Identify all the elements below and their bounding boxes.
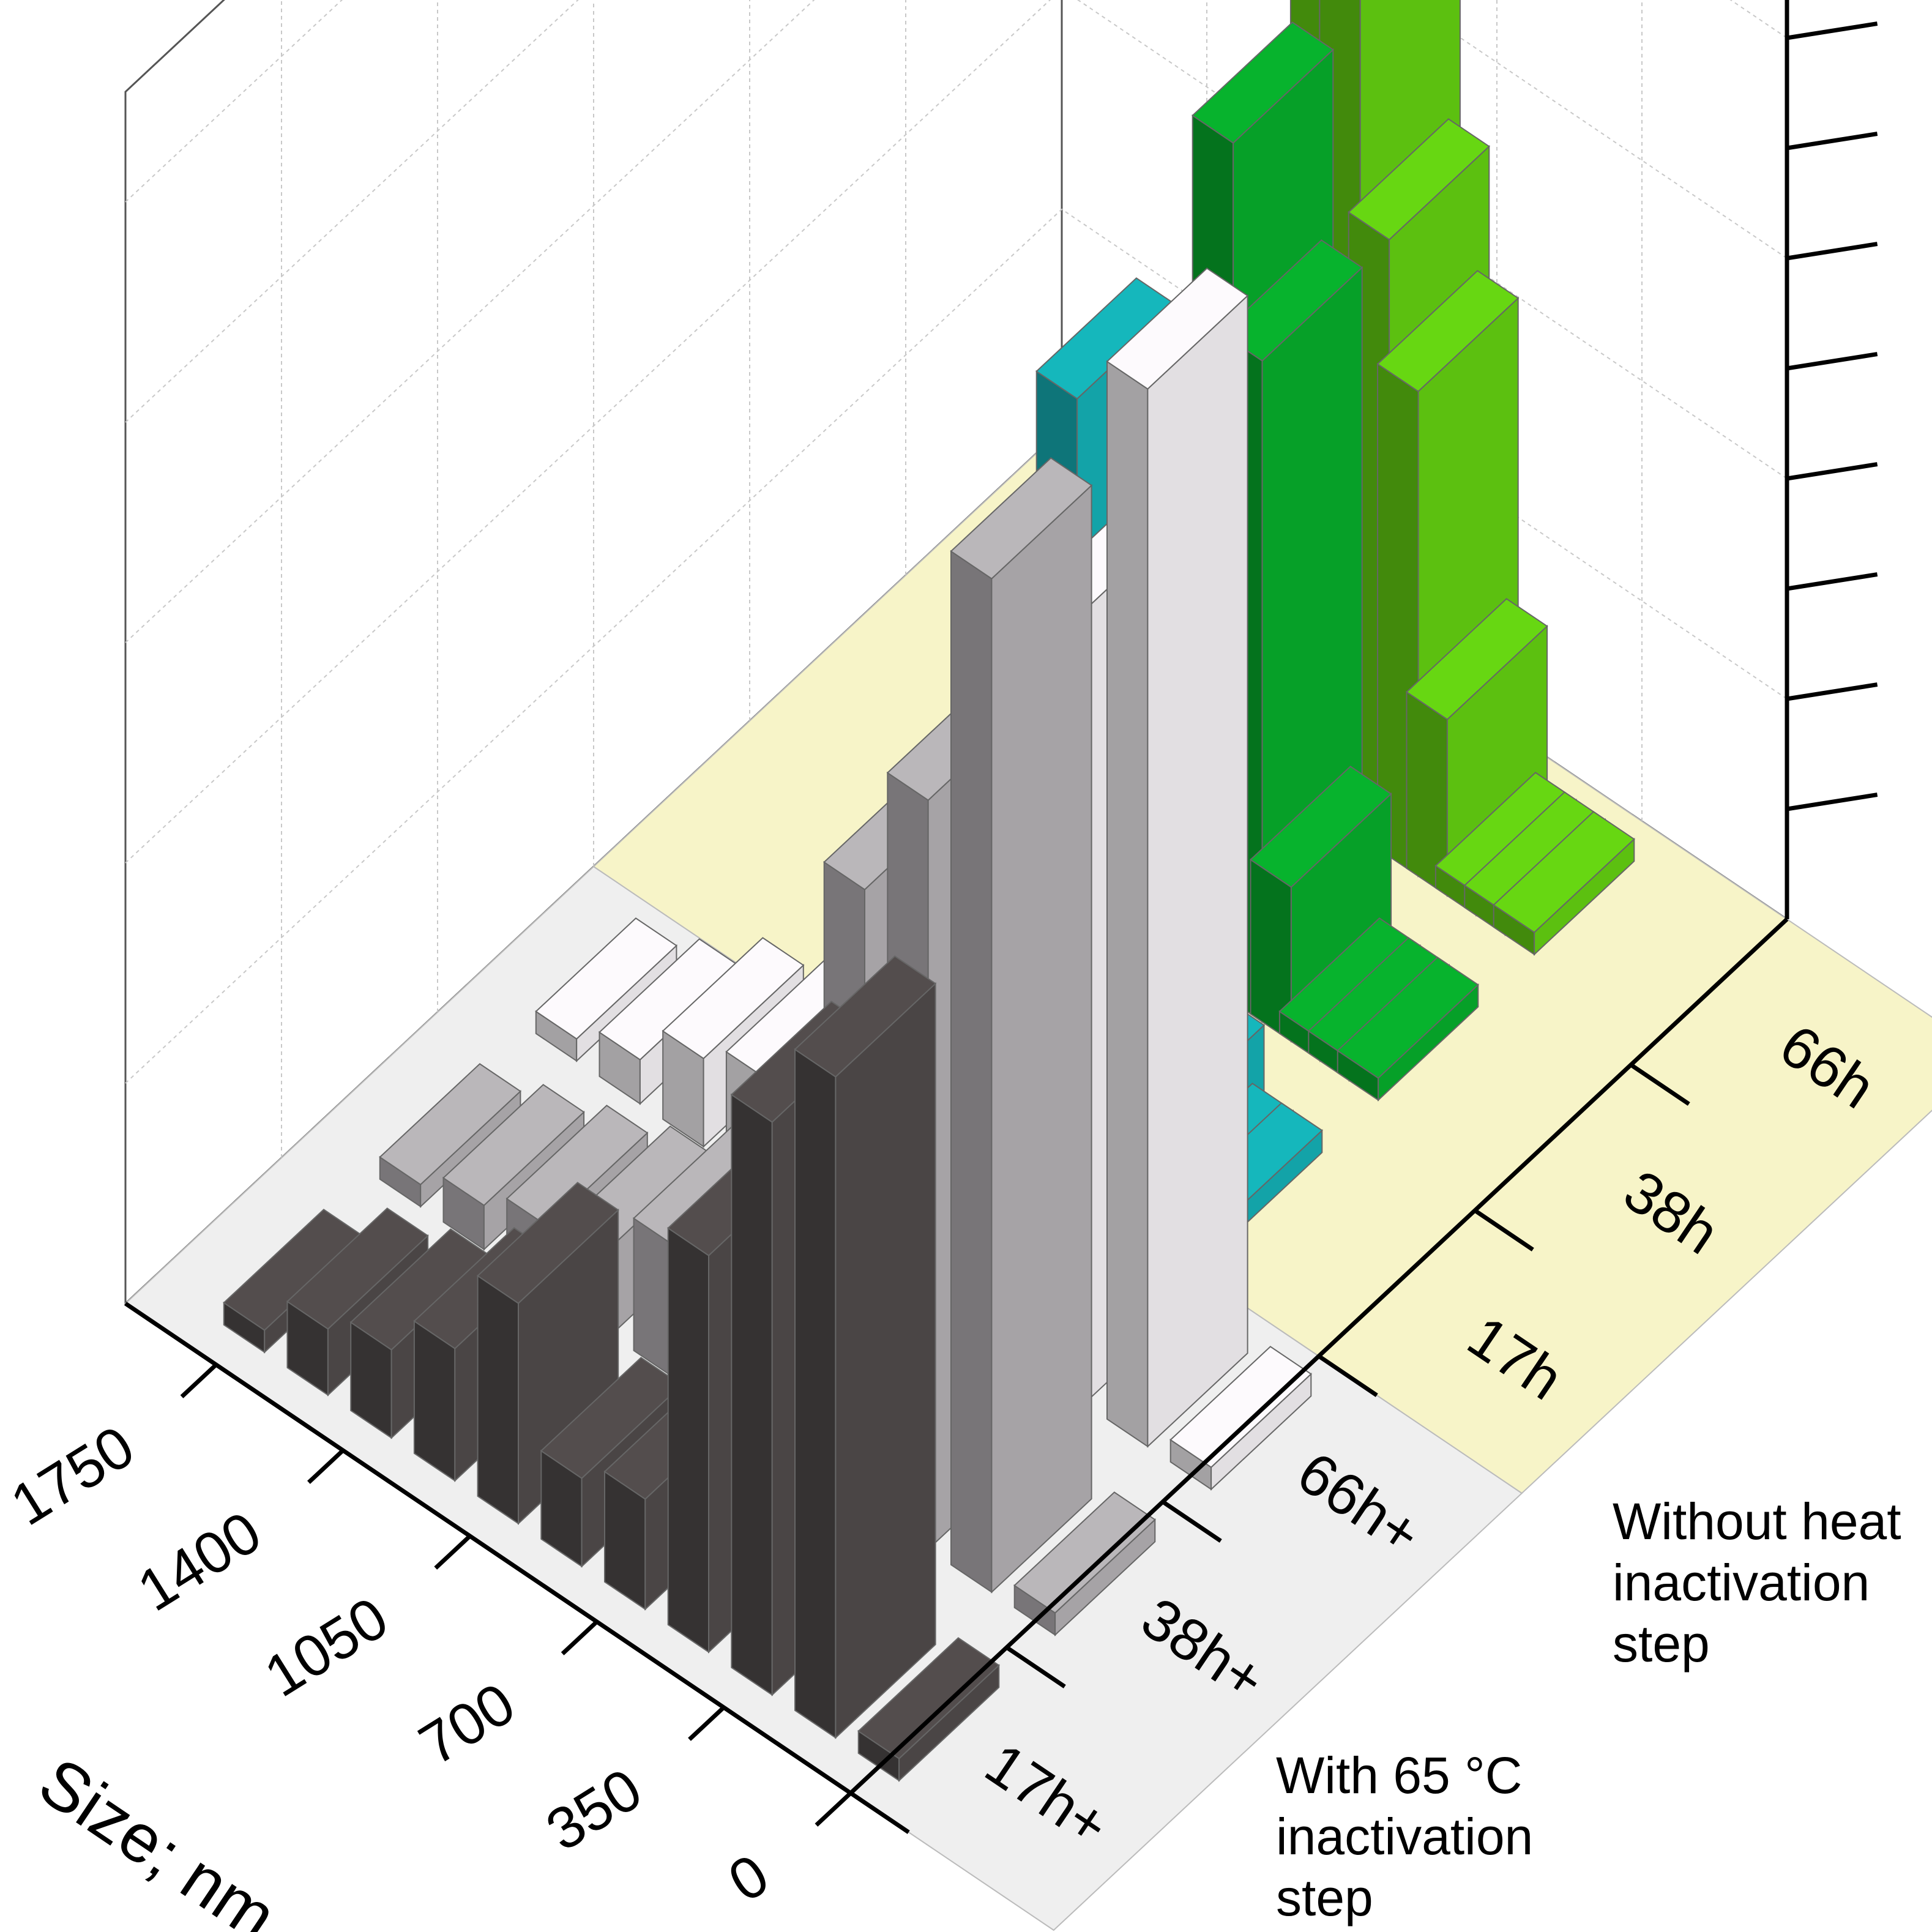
- series-tick: [1630, 1063, 1690, 1106]
- series-tick: [1162, 1500, 1222, 1543]
- bar-66h+: [1169, 1346, 1312, 1491]
- chart-bars: [223, 0, 1635, 1782]
- size-axis: [124, 1302, 852, 1795]
- series-tick: [1474, 1209, 1534, 1251]
- size-tick: [815, 1791, 852, 1827]
- bar-66h: [1405, 598, 1548, 897]
- count-tick: [1786, 132, 1878, 151]
- bar-66h+: [1106, 267, 1249, 1448]
- size-tick: [688, 1706, 726, 1741]
- size-tick-label: 700: [408, 1670, 526, 1778]
- bar-66h: [1493, 811, 1635, 956]
- size-tick: [180, 1363, 218, 1398]
- count-tick: [1786, 682, 1878, 701]
- bar-38h: [1337, 957, 1479, 1102]
- chart-axes: [124, 0, 1878, 1834]
- size-axis-title: Size; nm: [26, 1743, 289, 1932]
- count-tick: [1786, 352, 1878, 371]
- size-tick-label: 1750: [0, 1413, 145, 1538]
- series-tick: [849, 1791, 910, 1834]
- size-tick-label: 1400: [127, 1499, 272, 1624]
- count-tick: [1786, 242, 1878, 261]
- group-label: Without heat inactivation step: [1613, 1493, 1901, 1673]
- bar-17h+: [857, 1637, 1000, 1782]
- series-tick: [1005, 1646, 1066, 1688]
- bar-38h+: [950, 457, 1093, 1594]
- size-tick: [307, 1449, 345, 1484]
- count-tick: [1786, 21, 1878, 40]
- size-tick-label: 0: [717, 1841, 780, 1914]
- bar-38h+: [1013, 1491, 1156, 1636]
- count-tick: [1786, 793, 1878, 811]
- size-tick-label: 1050: [253, 1584, 399, 1709]
- bar-17h+: [794, 955, 937, 1739]
- size-tick: [434, 1534, 472, 1570]
- series-tick: [1318, 1354, 1378, 1397]
- count-tick: [1786, 572, 1878, 591]
- size-tick: [561, 1620, 599, 1655]
- size-tick-label: 350: [535, 1756, 653, 1863]
- count-tick: [1786, 462, 1878, 481]
- group-label: With 65 °C inactivation step: [1276, 1747, 1533, 1926]
